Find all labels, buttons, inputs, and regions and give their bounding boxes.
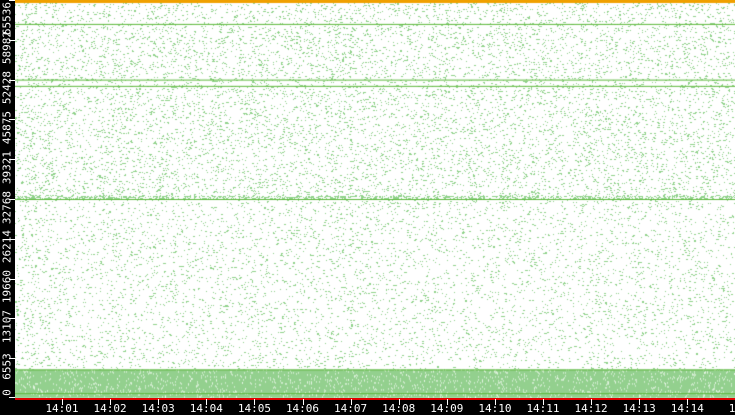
- x-tick-label: 14:12: [574, 402, 608, 415]
- y-tick: [9, 119, 15, 121]
- x-tick-label: 14:02: [93, 402, 127, 415]
- y-tick: [9, 278, 15, 280]
- x-tick: [543, 399, 544, 405]
- y-tick-label: 58982: [0, 31, 14, 65]
- x-tick: [639, 399, 641, 405]
- x-tick-label: 14:13: [622, 402, 656, 415]
- x-axis-line: [15, 398, 735, 400]
- y-tick-label: 65536: [0, 1, 14, 35]
- x-tick-label: 14:03: [141, 402, 175, 415]
- x-tick-label: 14:09: [430, 402, 464, 415]
- x-tick-label: 14:11: [526, 402, 560, 415]
- y-tick: [9, 0, 15, 1]
- y-tick-label: 0: [0, 388, 14, 396]
- x-tick: [398, 399, 400, 405]
- x-tick: [446, 399, 448, 405]
- y-tick: [9, 318, 15, 320]
- x-tick: [206, 399, 208, 405]
- x-tick: [687, 399, 689, 405]
- y-tick-label: 6553: [0, 352, 14, 380]
- y-tick-label: 13107: [0, 309, 14, 343]
- x-tick: [158, 399, 160, 405]
- x-tick: [350, 399, 352, 405]
- x-tick: [494, 399, 496, 405]
- y-tick-label: 32768: [0, 190, 14, 224]
- x-tick-label: 14:10: [478, 402, 512, 415]
- x-tick-label: 14:14: [670, 402, 704, 415]
- y-tick-label: 39321: [0, 150, 14, 184]
- y-tick-label: 26214: [0, 230, 14, 264]
- x-tick-label: 14:08: [382, 402, 416, 415]
- x-tick: [110, 399, 112, 405]
- x-tick: [254, 399, 256, 405]
- y-tick: [9, 199, 15, 200]
- x-tick-label: 14:06: [285, 402, 320, 415]
- y-tick-label: 19660: [0, 270, 14, 304]
- x-tick: [62, 399, 63, 405]
- scatter-points: [15, 0, 735, 399]
- y-tick: [9, 397, 15, 398]
- x-tick-label: 14:01: [45, 402, 79, 415]
- y-tick: [9, 159, 15, 161]
- y-tick-label: 45875: [0, 110, 14, 144]
- y-tick-label: 52428: [0, 71, 14, 105]
- x-tick-label: 14:07: [334, 402, 368, 415]
- y-tick: [9, 39, 15, 41]
- y-tick: [9, 238, 15, 240]
- y-tick: [9, 79, 15, 81]
- x-tick-label: 14: [728, 402, 735, 415]
- x-tick-label: 14:05: [237, 402, 271, 415]
- x-tick-label: 14:04: [189, 402, 223, 415]
- x-tick: [302, 399, 304, 405]
- x-tick: [591, 399, 593, 405]
- y-tick: [9, 358, 15, 360]
